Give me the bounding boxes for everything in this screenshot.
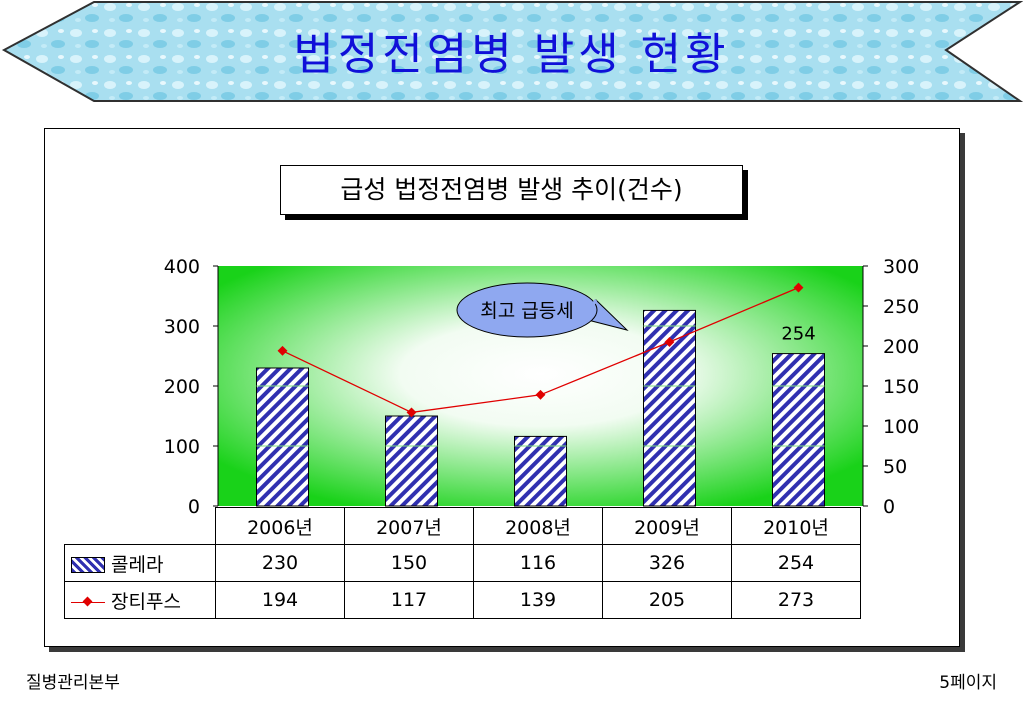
series-name: 장티푸스 (111, 590, 181, 613)
callout-annotation: 최고 급등세 (456, 282, 629, 338)
table-cell: 273 (731, 581, 861, 619)
bar-swatch-icon (71, 557, 105, 573)
bar-cholera (772, 353, 825, 507)
table-cell: 117 (344, 581, 474, 619)
legend-entry-cholera: 콜레라 (64, 544, 216, 582)
right-tick-label: 250 (883, 296, 919, 318)
table-cell: 194 (215, 581, 345, 619)
data-table: 2006년 2007년 2008년 2009년 2010년 콜레라 230 15… (64, 507, 861, 619)
footer-organization: 질병관리본부 (26, 673, 120, 693)
category-label: 2007년 (344, 507, 474, 545)
left-tick-label: 400 (164, 256, 200, 278)
left-tick-label: 200 (164, 376, 200, 398)
left-tick-label: 100 (164, 436, 200, 458)
category-label: 2010년 (731, 507, 861, 545)
right-tick-label: 150 (883, 376, 919, 398)
left-tick-label: 0 (188, 496, 200, 518)
bar-cholera (256, 367, 309, 507)
title-banner (1, 1, 1023, 102)
left-tick-label: 300 (164, 316, 200, 338)
point-typhoid (406, 407, 417, 418)
category-label: 2008년 (473, 507, 603, 545)
chart-title: 급성 법정전염병 발생 추이(건수) (280, 165, 743, 215)
footer-page-number: 5페이지 (939, 673, 997, 693)
table-cell: 139 (473, 581, 603, 619)
page-title: 법정전염병 발생 현황 (293, 29, 730, 80)
category-label: 2009년 (602, 507, 732, 545)
right-tick-label: 0 (883, 496, 895, 518)
category-label: 2006년 (215, 507, 345, 545)
right-tick-label: 300 (883, 256, 919, 278)
series-name: 콜레라 (111, 553, 164, 576)
point-typhoid (793, 282, 804, 293)
line-swatch-icon (71, 595, 105, 609)
bar-cholera (385, 415, 438, 507)
table-header-row: 2006년 2007년 2008년 2009년 2010년 (65, 507, 861, 545)
table-cell: 230 (215, 544, 345, 582)
bar-cholera (514, 435, 567, 507)
annotation-text: 최고 급등세 (480, 300, 573, 322)
right-tick-label: 50 (883, 456, 907, 478)
legend-entry-typhoid: 장티푸스 (64, 581, 216, 619)
table-row: 장티푸스 194 117 139 205 273 (64, 581, 861, 619)
data-label: 254 (781, 324, 815, 345)
point-typhoid (664, 337, 675, 347)
right-tick-label: 100 (883, 416, 919, 438)
point-typhoid (277, 345, 288, 356)
table-cell: 150 (344, 544, 474, 582)
point-typhoid (535, 389, 546, 400)
table-cell: 254 (731, 544, 861, 582)
table-cell: 205 (602, 581, 732, 619)
table-cell: 326 (602, 544, 732, 582)
table-row: 콜레라 230 150 116 326 254 (64, 544, 861, 582)
table-cell: 116 (473, 544, 603, 582)
right-tick-label: 200 (883, 336, 919, 358)
